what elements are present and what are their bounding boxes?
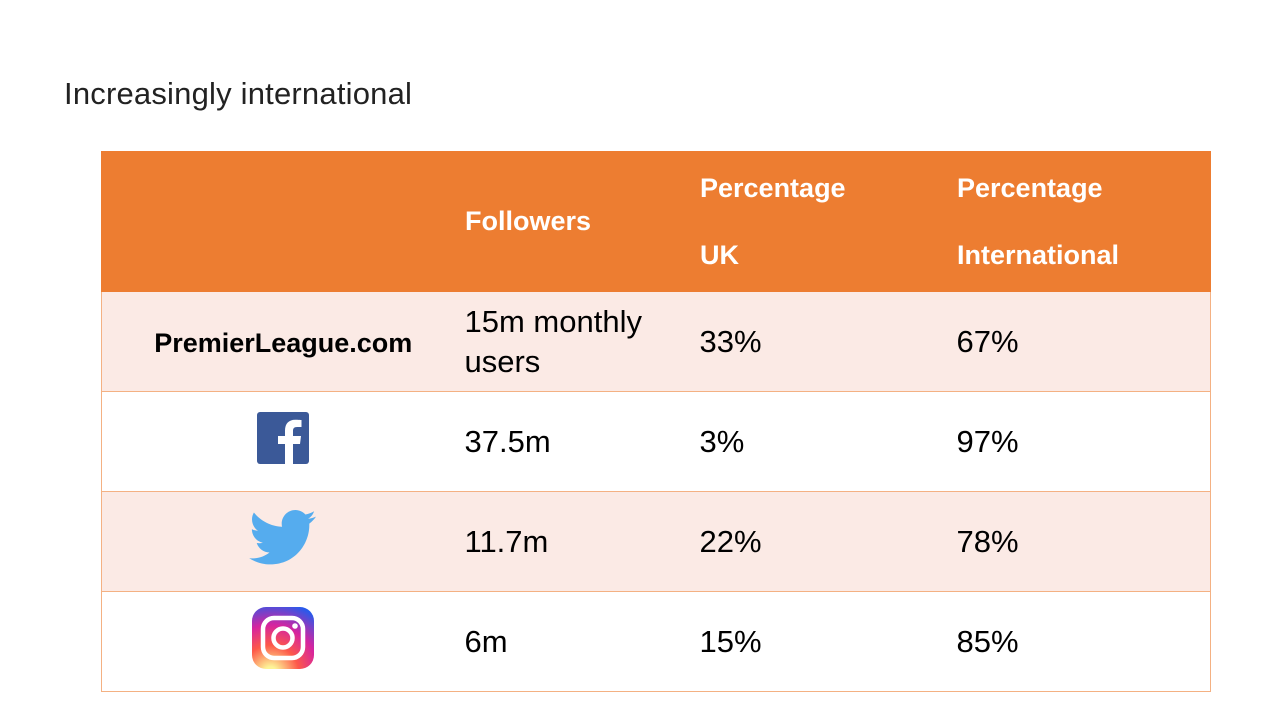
international-cell: 85% [956,591,1211,692]
uk-cell: 33% [699,291,957,392]
uk-cell: 22% [699,491,957,592]
uk-cell: 3% [699,391,957,492]
international-value: 67% [956,323,1019,359]
uk-value: 3% [699,423,745,459]
international-cell: 78% [956,491,1211,592]
followers-value: 6m [464,623,508,659]
followers-cell: 37.5m [464,391,700,492]
followers-value: 11.7m [464,523,549,559]
header-platform [101,151,465,292]
international-value: 85% [956,623,1019,659]
uk-value: 15% [699,623,762,659]
uk-value: 33% [699,323,762,359]
slide-title: Increasingly international [64,76,413,111]
international-cell: 97% [956,391,1211,492]
header-uk-line1: Percentage [700,172,846,203]
international-value: 78% [956,523,1019,559]
platform-cell: PremierLeague.com [101,291,465,392]
header-percentage-uk: Percentage UK [699,151,957,292]
followers-table: Followers Percentage UK Percentage Inter… [101,151,1211,692]
table-row: PremierLeague.com 15m monthly users 33% … [101,291,1211,392]
platform-cell [101,491,465,592]
platform-cell [101,391,465,492]
uk-value: 22% [699,523,762,559]
followers-cell: 11.7m [464,491,700,592]
platform-cell [101,591,465,692]
header-followers: Followers [464,151,700,292]
facebook-icon [257,411,310,472]
followers-value: 15m monthly users [464,303,642,379]
header-intl-line2: International [957,239,1120,270]
table-row: 11.7m 22% 78% [101,491,1211,592]
uk-cell: 15% [699,591,957,692]
header-uk-line2: UK [700,239,739,270]
followers-cell: 15m monthly users [464,291,700,392]
table-row: 37.5m 3% 97% [101,391,1211,492]
international-cell: 67% [956,291,1211,392]
header-percentage-international: Percentage International [956,151,1211,292]
followers-value: 37.5m [464,423,551,459]
table-header-row: Followers Percentage UK Percentage Inter… [101,151,1211,292]
twitter-icon [249,509,317,574]
international-value: 97% [956,423,1019,459]
table-row: 6m 15% 85% [101,591,1211,692]
followers-cell: 6m [464,591,700,692]
header-followers-label: Followers [465,206,592,236]
instagram-icon [252,606,315,677]
platform-name-premierleague: PremierLeague.com [154,327,413,358]
header-intl-line1: Percentage [957,172,1103,203]
